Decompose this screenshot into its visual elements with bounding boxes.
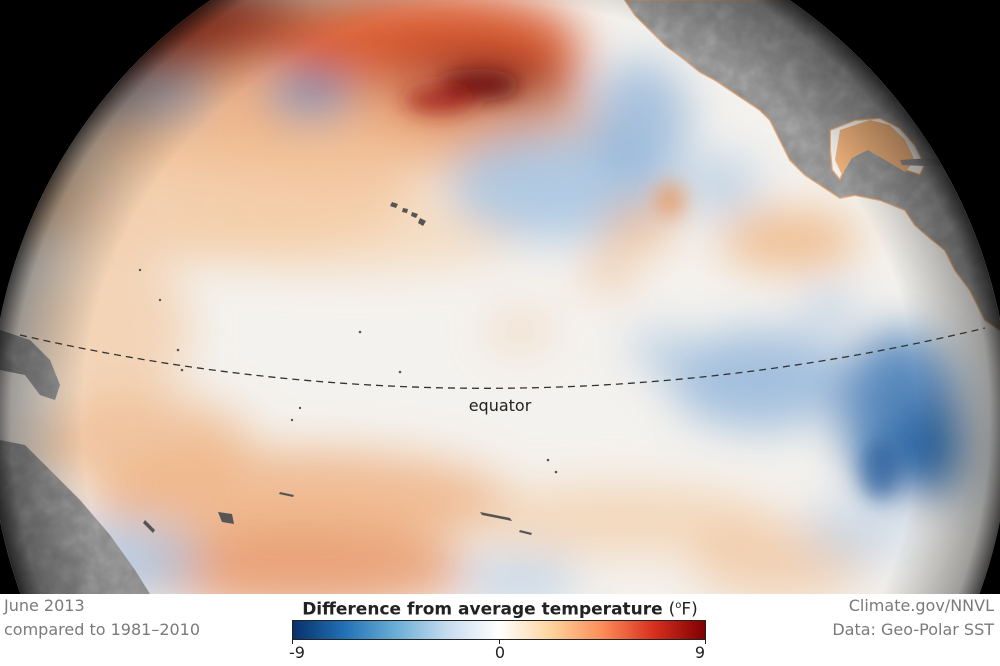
baseline-label: compared to 1981–2010 xyxy=(4,620,201,639)
date-label: June 2013 xyxy=(4,596,85,615)
tick-label-max: 9 xyxy=(694,643,706,662)
tick-mark-mid xyxy=(499,640,500,644)
tick-mark-min xyxy=(292,640,293,644)
equator-line xyxy=(19,327,986,389)
legend-title-text: Difference from average temperature xyxy=(302,599,663,620)
color-scale-bar xyxy=(292,620,706,640)
legend-unit-open: ( xyxy=(668,599,676,620)
tick-label-mid: 0 xyxy=(494,643,506,662)
globe-map-svg: equator xyxy=(0,0,1000,594)
credit-label: Climate.gov/NNVL xyxy=(848,596,994,615)
legend-title: Difference from average temperature (oF) xyxy=(250,596,750,620)
legend-unit-close: ) xyxy=(691,599,698,620)
source-label: Data: Geo-Polar SST xyxy=(832,620,994,639)
tick-label-min: -9 xyxy=(289,643,305,662)
footer: June 2013 compared to 1981–2010 Differen… xyxy=(0,594,1000,666)
ocean-anomaly-field xyxy=(0,0,1000,594)
sst-anomaly-map: equator xyxy=(0,0,1000,594)
legend-unit-letter: F xyxy=(681,599,692,620)
legend-unit-degree: o xyxy=(675,600,682,611)
equator-label: equator xyxy=(469,396,532,415)
tick-mark-max xyxy=(705,640,706,644)
